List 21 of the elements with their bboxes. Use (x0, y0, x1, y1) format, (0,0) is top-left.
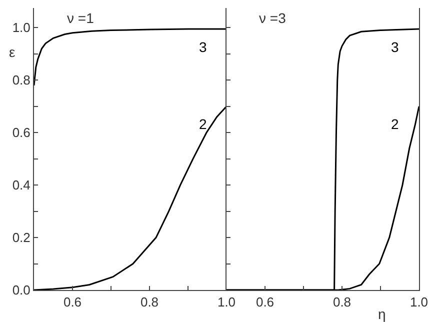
series-label: 3 (199, 39, 207, 55)
x-tick-label: 0.6 (256, 294, 274, 310)
y-tick-label: 1.0 (12, 20, 30, 36)
x-tick-label: 0.8 (140, 294, 159, 310)
annotation: ν =1 (67, 10, 94, 26)
y-tick-label: 0.4 (12, 178, 30, 193)
x-tick-label: 0.6 (63, 294, 82, 310)
y-tick-label: 0.6 (12, 125, 30, 140)
line-series (34, 28, 226, 86)
y-tick-label: 0.8 (12, 72, 30, 88)
x-tick-label: 1.0 (410, 294, 428, 310)
series-label: 2 (199, 116, 207, 132)
x-tick-label: 1.0 (217, 294, 236, 310)
x-axis-title: η (378, 306, 386, 322)
x-tick-label: 0.8 (332, 294, 352, 310)
y-tick-label: 0.2 (12, 230, 30, 246)
series-label: 3 (391, 39, 399, 55)
y-axis-title: ε (9, 44, 16, 60)
y-tick-label: 0.0 (12, 282, 30, 298)
annotation: ν =3 (259, 10, 286, 26)
series-label: 2 (391, 116, 399, 132)
